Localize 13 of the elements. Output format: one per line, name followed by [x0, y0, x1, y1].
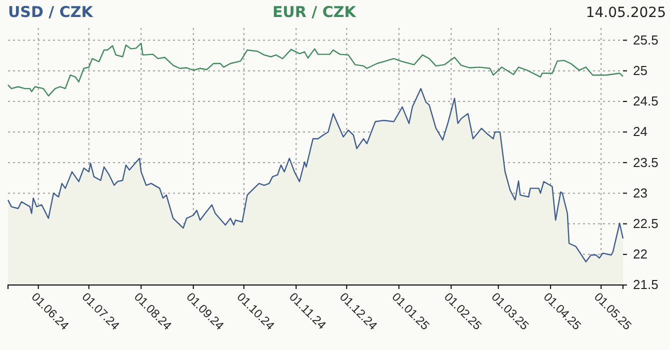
y-tick-label: 23 — [633, 185, 648, 200]
text: 14.05.2025 — [586, 5, 666, 21]
y-tick-label: 22.5 — [633, 216, 658, 231]
text: USD / CZK — [8, 3, 94, 21]
line-series — [7, 42, 624, 97]
y-tick-label: 22 — [633, 246, 648, 262]
y-tick-label: 21.5 — [633, 277, 658, 292]
text: EUR / CZK — [272, 3, 358, 21]
y-tick-label: 24.5 — [633, 94, 658, 109]
y-tick-label: 25 — [633, 62, 648, 78]
y-tick-label: 24 — [633, 124, 648, 140]
y-tick-label: 25.5 — [633, 32, 658, 48]
y-tick-label: 23.5 — [633, 154, 658, 170]
